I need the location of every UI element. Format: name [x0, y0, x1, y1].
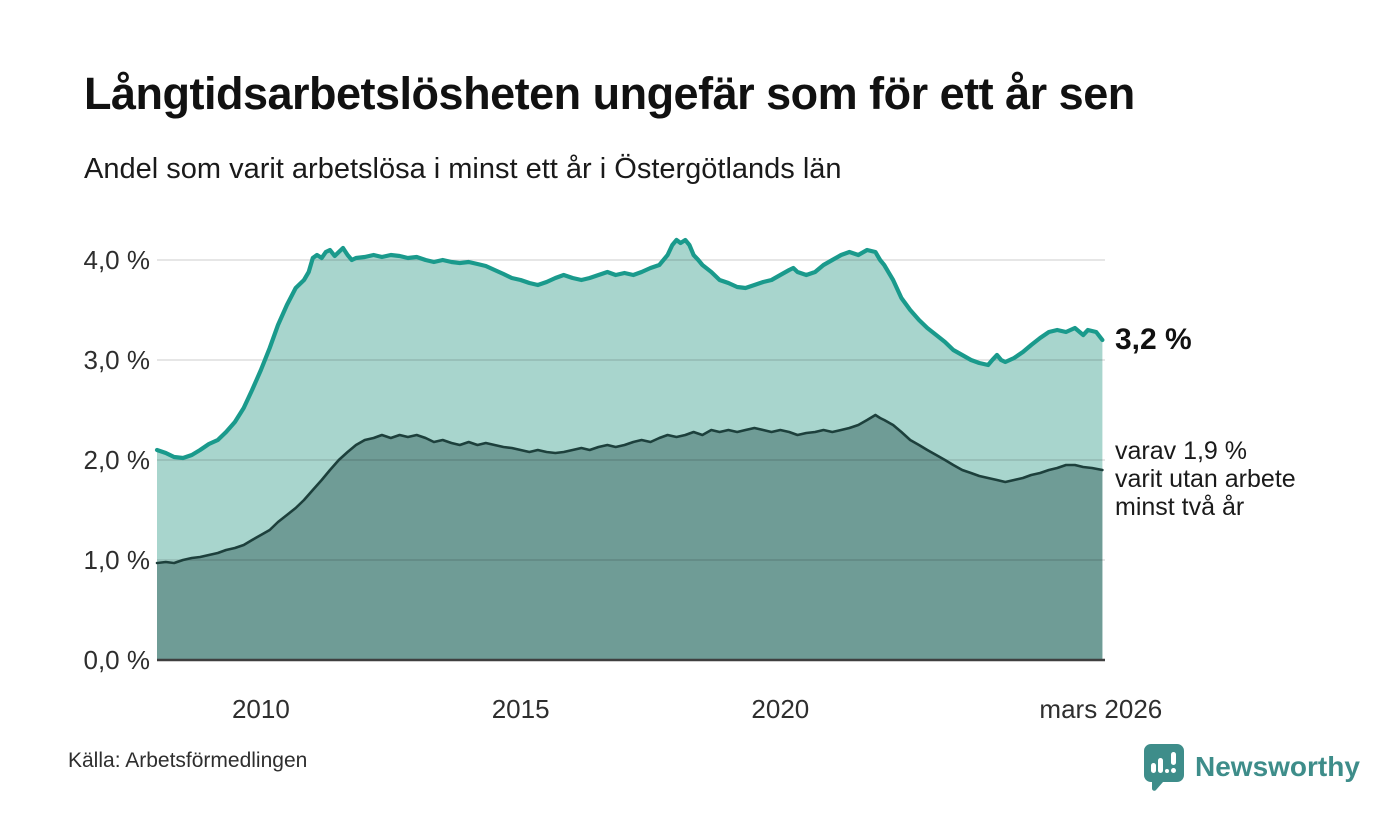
- two-year-annotation: varav 1,9 % varit utan arbete minst två …: [1115, 437, 1296, 521]
- exclamation-dot-glyph: [1171, 768, 1176, 773]
- dot-glyph: [1165, 769, 1169, 773]
- y-tick-label: 3,0 %: [83, 345, 151, 375]
- newsworthy-logo: Newsworthy: [1143, 742, 1360, 792]
- x-tick-label: mars 2026: [1039, 694, 1163, 724]
- x-tick-label: 2020: [751, 694, 810, 724]
- latest-value-annotation: 3,2 %: [1115, 323, 1192, 356]
- y-tick-label: 1,0 %: [83, 545, 151, 575]
- exclamation-bar-glyph: [1171, 752, 1176, 765]
- two-year-line: [155, 413, 1104, 565]
- two-year-annotation-line: varav 1,9 %: [1115, 437, 1248, 465]
- y-tick-label: 2,0 %: [83, 445, 151, 475]
- two-year-annotation-line: varit utan arbete: [1115, 465, 1296, 493]
- page-title: Långtidsarbetslösheten ungefär som för e…: [84, 68, 1135, 119]
- x-tick-label: 2010: [231, 694, 290, 724]
- brand-name: Newsworthy: [1195, 751, 1360, 782]
- source-note: Källa: Arbetsförmedlingen: [68, 749, 308, 772]
- y-tick-label: 4,0 %: [83, 245, 151, 275]
- chart-subtitle: Andel som varit arbetslösa i minst ett å…: [84, 153, 842, 185]
- total-line: [154, 237, 1105, 461]
- two-year-annotation-line: minst två år: [1115, 493, 1245, 521]
- x-tick-label: 2015: [491, 694, 550, 724]
- two-year-area: [157, 415, 1103, 660]
- bar-glyph: [1151, 763, 1156, 773]
- y-tick-label: 0,0 %: [83, 645, 151, 675]
- bar-glyph: [1158, 758, 1163, 773]
- speech-bubble-shape: [1144, 744, 1184, 791]
- newsworthy-bubble-chart-icon: [1144, 744, 1184, 791]
